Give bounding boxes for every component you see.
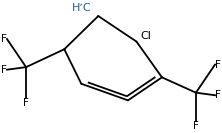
Text: HʼC: HʼC	[72, 3, 92, 13]
Text: F: F	[215, 60, 221, 70]
Text: F: F	[1, 65, 7, 75]
Text: F: F	[23, 98, 29, 108]
Text: F: F	[215, 90, 221, 100]
Text: Cl: Cl	[141, 32, 152, 41]
Text: F: F	[1, 34, 7, 44]
Text: F: F	[193, 121, 199, 131]
